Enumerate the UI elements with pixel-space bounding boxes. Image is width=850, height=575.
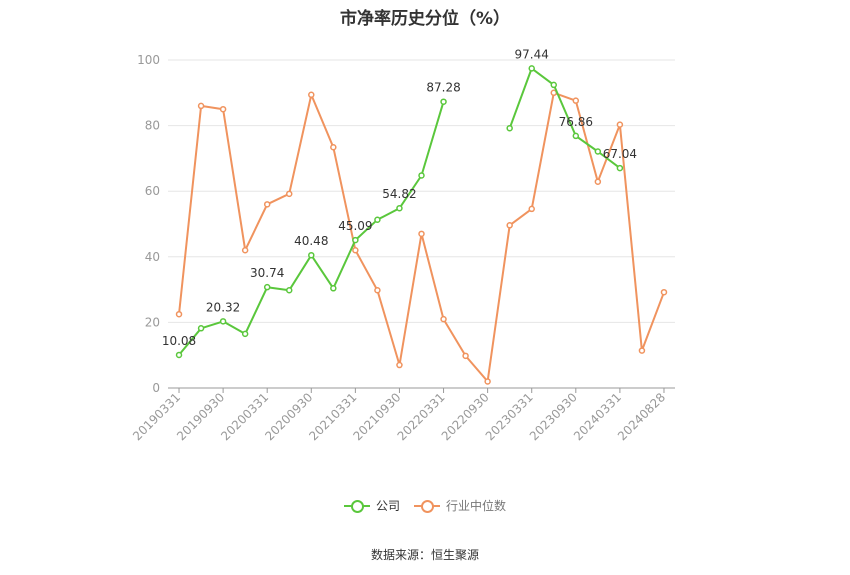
legend-industry-line-icon (414, 499, 440, 513)
data-point-company (528, 65, 535, 72)
data-point-industry (462, 352, 469, 360)
series-line-company (508, 67, 621, 169)
data-point-company (506, 124, 513, 132)
data-point-industry (572, 97, 580, 104)
data-point-company (572, 132, 580, 140)
data-label: 97.44 (515, 47, 549, 61)
data-point-company (352, 236, 359, 244)
data-point-company (330, 285, 337, 292)
data-point-industry (308, 91, 315, 99)
y-tick-label: 80 (145, 119, 160, 133)
data-point-industry (660, 288, 668, 296)
data-point-industry (594, 178, 602, 185)
data-point-company (241, 330, 249, 338)
data-point-company (594, 148, 602, 155)
data-label: 76.86 (559, 115, 593, 129)
data-point-company (263, 283, 271, 291)
data-point-company (550, 81, 558, 89)
data-point-company (616, 164, 624, 172)
data-point-company (396, 204, 403, 212)
legend-company-label: 公司 (375, 499, 400, 513)
data-point-company (175, 351, 183, 359)
data-point-industry (638, 347, 646, 354)
data-label: 40.48 (294, 234, 328, 248)
data-point-industry (616, 121, 624, 128)
data-point-company (308, 251, 315, 259)
data-point-company (285, 287, 293, 294)
y-tick-label: 40 (145, 250, 160, 264)
data-label: 87.28 (426, 81, 460, 95)
data-label: 10.08 (162, 334, 196, 348)
data-point-industry (374, 287, 381, 294)
data-point-industry (506, 222, 513, 229)
legend-company-line-icon (343, 499, 370, 513)
data-point-industry (285, 190, 293, 198)
legend-industry-label: 行业中位数 (446, 499, 507, 513)
data-point-industry (175, 310, 183, 318)
data-point-industry (528, 205, 535, 213)
data-point-industry (241, 246, 249, 254)
data-point-company (219, 318, 227, 325)
data-point-company (418, 172, 425, 179)
legend-item-company[interactable]: 公司 (343, 497, 400, 514)
data-point-industry (197, 102, 205, 110)
data-point-company (374, 216, 381, 223)
y-tick-label: 20 (145, 315, 160, 329)
series-line-industry (178, 91, 665, 383)
data-label: 30.74 (250, 266, 284, 280)
data-point-industry (396, 361, 403, 369)
y-tick-label: 60 (145, 184, 160, 198)
data-point-industry (484, 378, 491, 385)
source-note: 数据来源：恒生聚源 (370, 548, 479, 562)
y-tick-label: 100 (137, 53, 160, 67)
chart-legend: 公司 行业中位数 (0, 497, 850, 514)
data-point-industry (418, 230, 425, 238)
data-label: 54.82 (382, 187, 416, 201)
data-point-industry (219, 105, 227, 113)
series-line-company (178, 101, 445, 356)
data-point-industry (330, 143, 337, 151)
data-point-industry (440, 315, 447, 323)
data-label: 45.09 (338, 219, 372, 233)
data-point-company (197, 325, 205, 332)
data-point-industry (352, 246, 359, 254)
chart-title: 市净率历史分位（%） (339, 9, 511, 29)
data-label: 20.32 (206, 300, 240, 314)
data-point-company (440, 98, 447, 105)
y-tick-label: 0 (152, 381, 160, 395)
x-tick-label: 20240828 (615, 390, 668, 443)
data-label: 67.04 (603, 147, 637, 161)
legend-item-industry[interactable]: 行业中位数 (414, 497, 506, 514)
data-point-industry (263, 201, 271, 208)
